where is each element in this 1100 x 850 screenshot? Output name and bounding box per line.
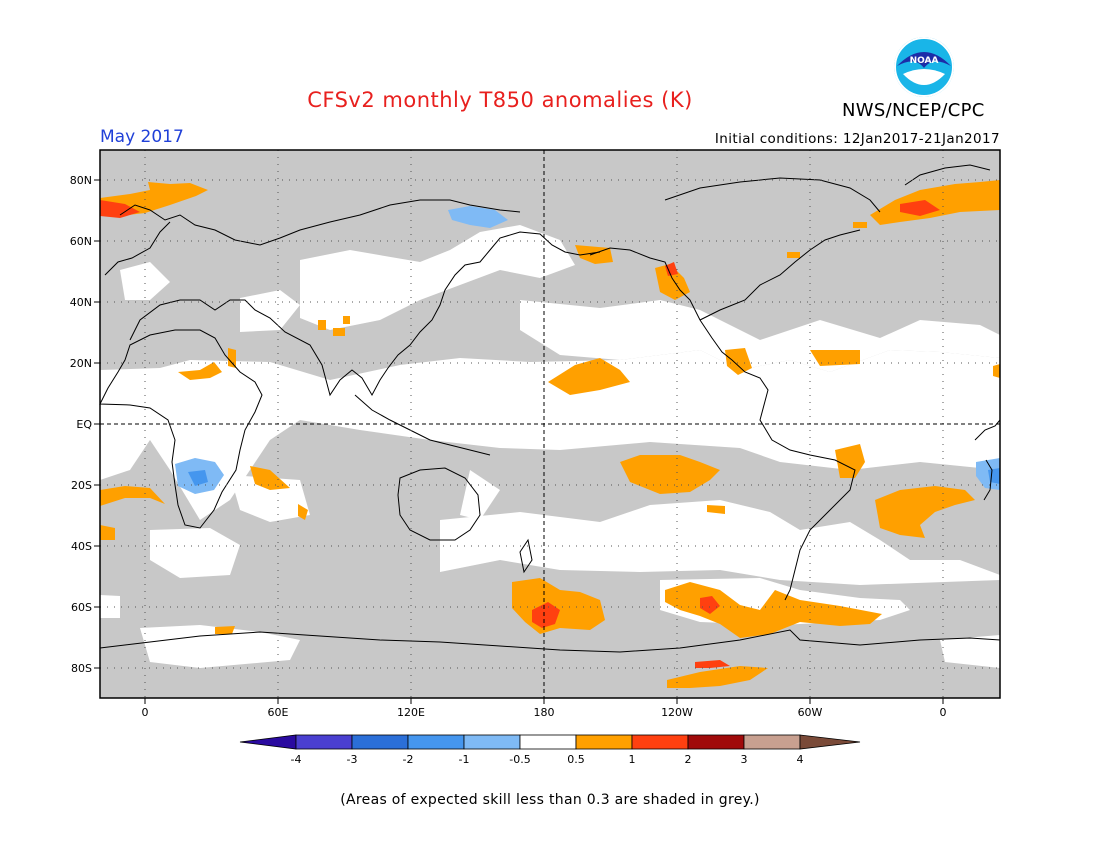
lat-label: 40S bbox=[71, 540, 92, 553]
legend-tick-label: 2 bbox=[685, 753, 692, 766]
legend-swatch bbox=[351, 734, 409, 750]
lon-label: 120E bbox=[397, 706, 425, 719]
legend-tick-label: 1 bbox=[629, 753, 636, 766]
lon-label: 180 bbox=[534, 706, 555, 719]
logo-text: NOAA bbox=[910, 56, 939, 66]
latitude-labels: 80N 60N 40N 20N EQ 20S 40S 60S 80S bbox=[70, 174, 93, 675]
color-legend: -4 -3 -2 -1 -0.5 0.5 1 2 3 4 bbox=[239, 734, 861, 766]
lat-label: 60S bbox=[71, 601, 92, 614]
legend-tick-label: -4 bbox=[291, 753, 302, 766]
legend-swatch bbox=[799, 734, 861, 750]
strong-positive-anomaly-regions bbox=[100, 200, 940, 668]
legend-swatch bbox=[239, 734, 297, 750]
legend-swatch bbox=[575, 734, 633, 750]
lon-label: 60E bbox=[268, 706, 289, 719]
legend-swatch bbox=[631, 734, 689, 750]
forecast-month: May 2017 bbox=[100, 127, 184, 147]
legend-swatch bbox=[687, 734, 745, 750]
lat-label: 20S bbox=[71, 479, 92, 492]
legend-tick-label: -0.5 bbox=[509, 753, 530, 766]
lat-label: 40N bbox=[70, 296, 92, 309]
legend-tick-label: 0.5 bbox=[567, 753, 585, 766]
coastlines bbox=[99, 164, 1001, 653]
legend-tick-label: -3 bbox=[347, 753, 358, 766]
organization-label: NWS/NCEP/CPC bbox=[842, 100, 985, 121]
lat-label: 80N bbox=[70, 174, 92, 187]
lat-label: EQ bbox=[76, 418, 92, 431]
axis-ticks bbox=[94, 179, 944, 704]
legend-tick-label: -1 bbox=[459, 753, 470, 766]
initial-conditions: Initial conditions: 12Jan2017-21Jan2017 bbox=[714, 131, 1000, 147]
lon-label: 0 bbox=[142, 706, 149, 719]
legend-swatch bbox=[519, 734, 577, 750]
legend-swatch bbox=[295, 734, 353, 750]
lon-label: 0 bbox=[940, 706, 947, 719]
chart-title: CFSv2 monthly T850 anomalies (K) bbox=[307, 88, 693, 112]
noaa-logo: NOAA bbox=[893, 36, 955, 98]
longitude-labels: 0 60E 120E 180 120W 60W 0 bbox=[142, 706, 947, 719]
legend-tick-label: -2 bbox=[403, 753, 414, 766]
legend-swatch bbox=[407, 734, 465, 750]
lon-label: 60W bbox=[798, 706, 823, 719]
white-regions bbox=[100, 225, 1000, 668]
lat-label: 20N bbox=[70, 357, 92, 370]
skill-footnote: (Areas of expected skill less than 0.3 a… bbox=[340, 792, 760, 808]
legend-swatch bbox=[463, 734, 521, 750]
legend-tick-label: 4 bbox=[797, 753, 804, 766]
legend-swatch bbox=[743, 734, 801, 750]
reference-lines bbox=[100, 150, 1000, 698]
lat-label: 80S bbox=[71, 662, 92, 675]
legend-tick-label: 3 bbox=[741, 753, 748, 766]
lon-label: 120W bbox=[661, 706, 693, 719]
lat-label: 60N bbox=[70, 235, 92, 248]
